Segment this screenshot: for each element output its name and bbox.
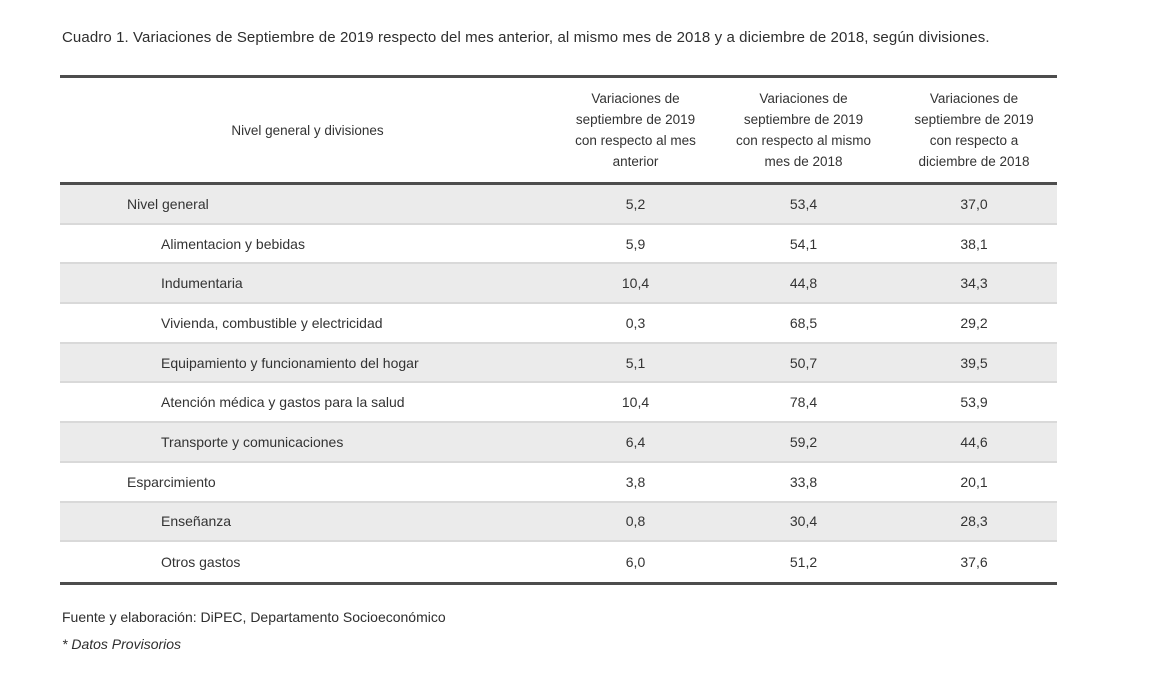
value-cell: 44,6 [960, 433, 988, 450]
table-title: Cuadro 1. Variaciones de Septiembre de 2… [62, 29, 990, 46]
value-cell: 68,5 [789, 314, 818, 331]
row-label: Atención médica y gastos para la salud [161, 394, 405, 411]
table-header-row: Nivel general y divisiones Variaciones d… [60, 75, 1057, 185]
value-cell: 0,3 [625, 314, 646, 331]
row-label: Enseñanza [161, 513, 232, 530]
source-note: Fuente y elaboración: DiPEC, Departament… [62, 609, 446, 625]
value-cell: 50,7 [789, 354, 818, 371]
value-cell: 38,1 [960, 235, 988, 252]
value-cell: 5,1 [625, 354, 646, 371]
value-cell: 28,3 [960, 513, 988, 530]
value-cell: 0,8 [625, 513, 646, 530]
value-cell: 53,9 [960, 394, 988, 411]
table-row: Enseñanza 0,8 30,4 28,3 [60, 502, 1057, 543]
table-row: Nivel general 5,2 53,4 37,0 [60, 185, 1057, 225]
table-row: Atención médica y gastos para la salud 1… [60, 383, 1057, 424]
value-cell: 39,5 [960, 354, 988, 371]
value-cell: 51,2 [789, 554, 818, 571]
col-header-divisions: Nivel general y divisiones [231, 122, 384, 138]
row-label: Vivienda, combustible y electricidad [161, 314, 383, 331]
value-cell: 37,6 [960, 554, 988, 571]
col-header-vs-previous-month: Variaciones de septiembre de 2019 con re… [575, 91, 696, 169]
value-cell: 30,4 [789, 513, 818, 530]
table-row: Equipamiento y funcionamiento del hogar … [60, 343, 1057, 384]
value-cell: 6,4 [625, 433, 646, 450]
row-label: Alimentacion y bebidas [161, 235, 305, 252]
value-cell: 29,2 [960, 314, 988, 331]
value-cell: 78,4 [789, 394, 818, 411]
value-cell: 5,2 [625, 195, 646, 212]
value-cell: 10,4 [621, 275, 650, 292]
table-row: Indumentaria 10,4 44,8 34,3 [60, 264, 1057, 305]
table-row: Otros gastos 6,0 51,2 37,6 [60, 542, 1057, 582]
value-cell: 5,9 [625, 235, 646, 252]
row-label: Indumentaria [161, 275, 243, 292]
value-cell: 37,0 [960, 195, 988, 212]
table-row: Vivienda, combustible y electricidad 0,3… [60, 304, 1057, 344]
row-label: Nivel general [127, 195, 209, 212]
value-cell: 6,0 [625, 554, 646, 571]
row-label: Equipamiento y funcionamiento del hogar [161, 354, 419, 371]
value-cell: 34,3 [960, 275, 988, 292]
variations-table: Nivel general y divisiones Variaciones d… [60, 75, 1057, 585]
table-row: Esparcimiento 3,8 33,8 20,1 [60, 463, 1057, 503]
row-label: Esparcimiento [127, 473, 216, 490]
table-row: Alimentacion y bebidas 5,9 54,1 38,1 [60, 225, 1057, 265]
value-cell: 33,8 [789, 473, 818, 490]
col-header-vs-same-month-2018: Variaciones de septiembre de 2019 con re… [735, 91, 872, 169]
row-label: Otros gastos [161, 554, 241, 571]
value-cell: 54,1 [789, 235, 818, 252]
value-cell: 44,8 [789, 275, 818, 292]
value-cell: 10,4 [621, 394, 650, 411]
col-header-vs-december-2018: Variaciones de septiembre de 2019 con re… [914, 91, 1034, 169]
value-cell: 20,1 [960, 473, 988, 490]
value-cell: 3,8 [625, 473, 646, 490]
table-body: Nivel general 5,2 53,4 37,0 Alimentacion… [60, 185, 1057, 585]
value-cell: 53,4 [789, 195, 818, 212]
value-cell: 59,2 [789, 433, 818, 450]
row-label: Transporte y comunicaciones [161, 433, 344, 450]
provisional-data-note: * Datos Provisorios [62, 636, 182, 652]
table-row: Transporte y comunicaciones 6,4 59,2 44,… [60, 423, 1057, 463]
